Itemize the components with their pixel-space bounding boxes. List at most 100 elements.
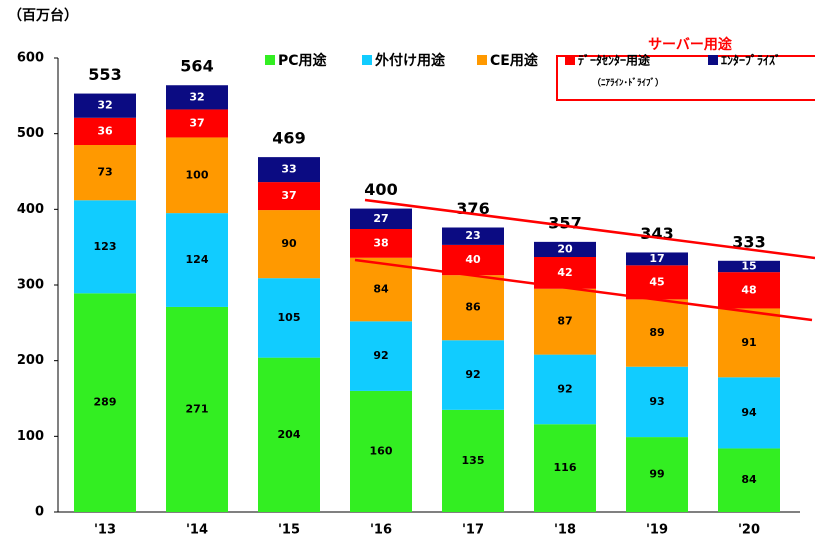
server-group-label: サーバー用途 (648, 36, 733, 53)
bar-segment (166, 306, 228, 512)
value-label: 116 (554, 461, 577, 474)
legend-label: CE用途 (490, 52, 539, 69)
bar-segment (534, 424, 596, 512)
bar-segment (534, 257, 596, 289)
value-label: 86 (465, 301, 481, 314)
x-tick-label: '20 (738, 523, 760, 538)
value-label: 94 (741, 406, 757, 419)
legend-label: 外付け用途 (375, 52, 446, 69)
value-label: 32 (97, 99, 112, 112)
bar-segment (350, 321, 412, 391)
bar-segment (74, 117, 136, 146)
bar-segment (626, 299, 688, 367)
value-label: 40 (465, 253, 481, 266)
value-label: 204 (278, 428, 301, 441)
value-label: 84 (741, 473, 757, 486)
value-label: 87 (557, 315, 572, 328)
x-tick-label: '18 (554, 523, 576, 538)
value-label: 38 (373, 236, 388, 249)
bar-segment (534, 354, 596, 425)
legend-label: ｴﾝﾀｰﾌﾟﾗｲｽﾞ (721, 53, 781, 68)
value-label: 93 (649, 395, 664, 408)
bar-segment (718, 272, 780, 309)
x-tick-label: '17 (462, 523, 484, 538)
value-label: 99 (649, 468, 664, 481)
bar-segment (350, 229, 412, 258)
bar-segment (442, 275, 504, 341)
bar-segment (442, 244, 504, 276)
value-label: 289 (94, 396, 117, 409)
bar-segment (74, 145, 136, 201)
value-label: 48 (741, 283, 756, 296)
x-tick-label: '15 (278, 523, 300, 538)
y-tick-label: 400 (17, 202, 44, 217)
bar-segment (350, 208, 412, 230)
bar-segment (258, 210, 320, 279)
bar-segment (718, 377, 780, 449)
bar-segment (718, 260, 780, 273)
y-tick-label: 600 (17, 51, 44, 66)
total-label: 333 (732, 232, 765, 251)
value-label: 33 (281, 163, 296, 176)
bar-segment (534, 241, 596, 258)
value-label: 27 (373, 212, 388, 225)
value-label: 92 (373, 349, 388, 362)
total-label: 553 (88, 65, 121, 84)
value-label: 37 (281, 189, 296, 202)
total-label: 564 (180, 57, 213, 76)
bar-segment (626, 437, 688, 512)
trend-line (364, 198, 815, 260)
total-label: 469 (272, 129, 305, 148)
y-tick-label: 300 (17, 278, 44, 293)
value-label: 100 (186, 168, 209, 181)
legend-swatch (477, 55, 487, 65)
bar-segment (166, 137, 228, 214)
value-label: 123 (94, 240, 117, 253)
value-label: 124 (186, 253, 209, 266)
bar-segment (350, 390, 412, 512)
value-label: 91 (741, 336, 756, 349)
bar-segment (442, 227, 504, 245)
bar-segment (74, 293, 136, 512)
value-label: 271 (186, 402, 209, 415)
value-label: 20 (557, 242, 573, 255)
bar-segment (718, 448, 780, 512)
legend-swatch (565, 55, 575, 65)
value-label: 45 (649, 275, 664, 288)
value-label: 32 (189, 90, 204, 103)
value-label: 36 (97, 124, 113, 137)
x-tick-label: '16 (370, 523, 392, 538)
value-label: 105 (278, 311, 301, 324)
legend-label: PC用途 (278, 52, 328, 69)
value-label: 84 (373, 283, 389, 296)
bar-segment (166, 213, 228, 307)
x-tick-label: '19 (646, 523, 668, 538)
bar-segment (350, 257, 412, 322)
y-tick-label: 500 (17, 126, 44, 141)
bar-segment (718, 308, 780, 378)
bar-segment (258, 157, 320, 183)
x-tick-label: '13 (94, 523, 116, 538)
legend-swatch (708, 55, 718, 65)
bar-segment (166, 85, 228, 110)
value-label: 23 (465, 229, 480, 242)
legend-swatch (362, 55, 372, 65)
bar-segment (74, 200, 136, 294)
bar-segment (74, 93, 136, 118)
bar-segment (258, 182, 320, 211)
value-label: 37 (189, 116, 204, 129)
value-label: 73 (97, 166, 112, 179)
value-label: 17 (649, 252, 664, 265)
y-tick-label: 200 (17, 353, 44, 368)
total-label: 357 (548, 213, 581, 232)
value-label: 135 (462, 454, 485, 467)
bar-segment (626, 265, 688, 300)
total-label: 400 (364, 180, 397, 199)
legend-swatch (265, 55, 275, 65)
bar-segment (442, 340, 504, 410)
bar-segment (166, 109, 228, 138)
y-tick-label: 100 (17, 429, 44, 444)
value-label: 89 (649, 326, 664, 339)
value-label: 160 (370, 444, 393, 457)
